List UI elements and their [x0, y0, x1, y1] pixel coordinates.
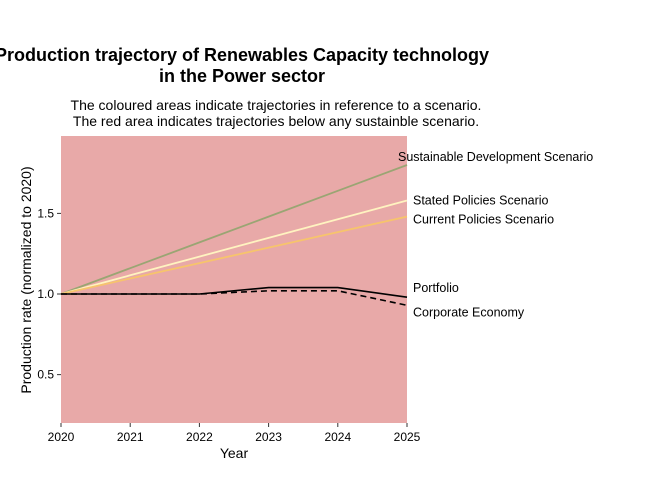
series-line-corporate-economy	[61, 289, 408, 307]
series-label-sustainable-development-scenario: Sustainable Development Scenario	[398, 150, 593, 164]
x-tick-label: 2020	[48, 430, 75, 444]
chart-subtitle-line-2: The red area indicates trajectories belo…	[73, 113, 479, 129]
chart-subtitle-line-1: The coloured areas indicate trajectories…	[71, 97, 482, 113]
x-tick-label: 2024	[324, 430, 351, 444]
x-axis-label: Year	[220, 445, 249, 461]
chart-title-line-2: in the Power sector	[159, 66, 325, 86]
x-tick-label: 2025	[394, 430, 421, 444]
series-layer	[60, 164, 408, 307]
y-axis-label: Production rate (normalized to 2020)	[18, 166, 34, 393]
series-label-layer: Sustainable Development Scenario Stated P…	[398, 150, 593, 319]
series-label-stated-policies-scenario: Stated Policies Scenario	[413, 193, 549, 207]
below-sustainable-area	[61, 136, 407, 423]
x-tick-label: 2023	[255, 430, 282, 444]
series-label-current-policies-scenario: Current Policies Scenario	[413, 213, 554, 227]
x-tick-label: 2021	[117, 430, 144, 444]
x-tick-label: 2022	[186, 430, 213, 444]
series-line-stated-policies-scenario	[60, 199, 408, 295]
y-tick-label: 1.0	[37, 287, 54, 301]
series-label-portfolio: Portfolio	[413, 281, 459, 295]
series-label-corporate-economy: Corporate Economy	[413, 305, 525, 319]
y-tick-label: 0.5	[37, 368, 54, 382]
series-line-sustainable-development-scenario	[60, 164, 408, 295]
series-line-current-policies-scenario	[60, 215, 408, 295]
y-tick-label: 1.5	[37, 206, 54, 220]
axis-layer: 2020 2021 2022 2023 2024 2025 0.5 1.0 1.5	[37, 206, 420, 444]
series-line-portfolio	[61, 286, 408, 298]
chart-title-line-1: Production trajectory of Renewables Capa…	[0, 45, 489, 65]
